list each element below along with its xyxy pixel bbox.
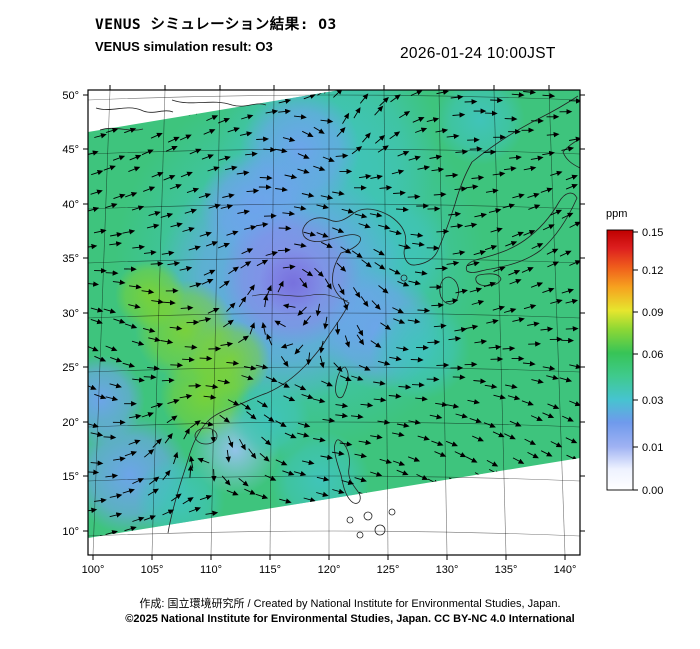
colorbar-tick-label: 0.01 — [642, 442, 663, 454]
map-frame — [87, 89, 581, 556]
lon-tick-label: 120° — [318, 564, 341, 576]
colorbar-tick-marks — [633, 231, 638, 491]
colorbar-unit-label: ppm — [606, 208, 627, 220]
copyright-line: ©2025 National Institute for Environment… — [125, 613, 575, 625]
lat-tick-label: 30° — [62, 308, 79, 320]
lon-tick-label: 135° — [495, 564, 518, 576]
lon-tick-label: 100° — [82, 564, 105, 576]
colorbar-gradient — [606, 229, 634, 491]
wind-vector-arrows — [88, 90, 580, 538]
colorbar-tick-label: 0.09 — [642, 307, 663, 319]
colorbar: ppm 0.15 0.12 0.09 0.06 0.03 0.01 0.00 — [606, 208, 663, 497]
axis-tick-marks — [83, 85, 585, 560]
page-title-english: VENUS simulation result: O3 — [95, 39, 273, 54]
lat-tick-label: 10° — [62, 526, 79, 538]
lon-tick-label: 130° — [436, 564, 459, 576]
lat-tick-label: 40° — [62, 199, 79, 211]
lon-tick-label: 125° — [377, 564, 400, 576]
page-title-japanese: VENUS シミュレーション結果: O3 — [95, 17, 337, 33]
colorbar-tick-label: 0.15 — [642, 227, 663, 239]
lat-tick-label: 35° — [62, 253, 79, 265]
lat-tick-label: 50° — [62, 90, 79, 102]
colorbar-tick-label: 0.12 — [642, 265, 663, 277]
colorbar-tick-label: 0.00 — [642, 485, 663, 497]
lon-tick-label: 105° — [141, 564, 164, 576]
concentration-field — [88, 90, 580, 538]
colorbar-tick-label: 0.06 — [642, 349, 663, 361]
timestamp-label: 2026-01-24 10:00JST — [400, 45, 556, 62]
lat-tick-label: 25° — [62, 362, 79, 374]
credit-line: 作成: 国立環境研究所 / Created by National Instit… — [139, 598, 561, 610]
lat-tick-label: 45° — [62, 144, 79, 156]
colorbar-tick-label: 0.03 — [642, 395, 663, 407]
lat-tick-label: 20° — [62, 417, 79, 429]
latitude-axis-labels: 50° 45° 40° 35° 30° 25° 20° 15° 10° — [62, 90, 79, 538]
lon-tick-label: 110° — [200, 564, 222, 576]
longitude-axis-labels: 100° 105° 110° 115° 120° 125° 130° 135° … — [82, 564, 577, 576]
lat-tick-label: 15° — [62, 471, 79, 483]
lon-tick-label: 140° — [554, 564, 577, 576]
lon-tick-label: 115° — [259, 564, 281, 576]
